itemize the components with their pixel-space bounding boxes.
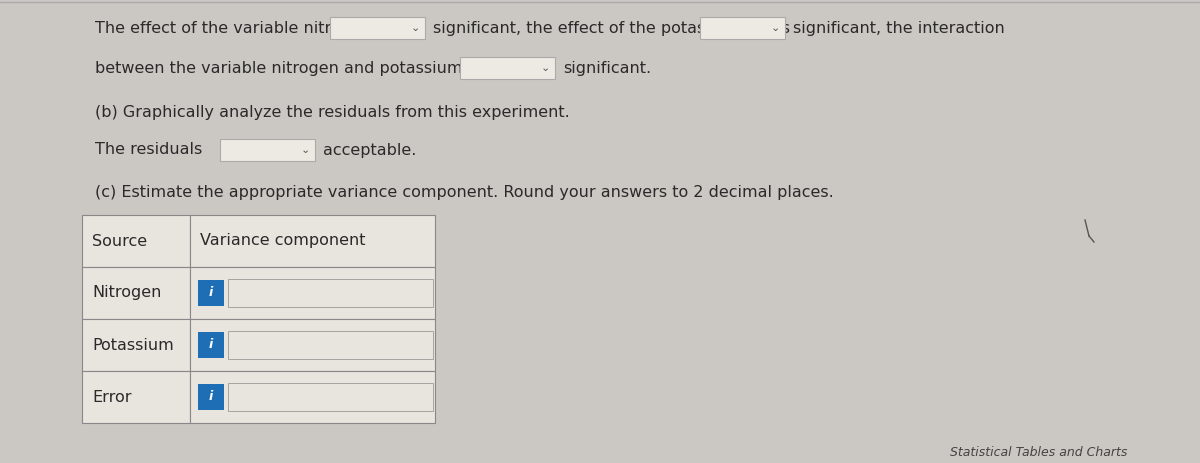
Bar <box>198 280 224 306</box>
Text: Nitrogen: Nitrogen <box>92 286 161 300</box>
Bar <box>220 139 314 161</box>
Text: acceptable.: acceptable. <box>323 143 416 157</box>
Text: significant, the interaction: significant, the interaction <box>793 20 1004 36</box>
Bar <box>330 17 425 39</box>
Text: Potassium: Potassium <box>92 338 174 352</box>
Text: i: i <box>209 390 214 403</box>
Bar <box>82 267 190 319</box>
Bar <box>700 17 785 39</box>
Bar <box>190 267 436 319</box>
Text: The residuals: The residuals <box>95 143 203 157</box>
Bar <box>198 332 224 358</box>
Bar <box>190 371 436 423</box>
Bar <box>82 215 190 267</box>
Text: Variance component: Variance component <box>200 233 366 249</box>
Text: ⌄: ⌄ <box>540 63 550 73</box>
Text: (c) Estimate the appropriate variance component. Round your answers to 2 decimal: (c) Estimate the appropriate variance co… <box>95 184 834 200</box>
Bar <box>228 279 433 307</box>
Text: Source: Source <box>92 233 148 249</box>
Bar <box>82 371 190 423</box>
Text: significant, the effect of the potassium rates: significant, the effect of the potassium… <box>433 20 790 36</box>
Text: i: i <box>209 287 214 300</box>
Text: between the variable nitrogen and potassium rates: between the variable nitrogen and potass… <box>95 61 509 75</box>
Bar <box>228 331 433 359</box>
Bar <box>460 57 554 79</box>
Text: The effect of the variable nitrogen: The effect of the variable nitrogen <box>95 20 371 36</box>
Text: ⌄: ⌄ <box>410 23 420 33</box>
Bar <box>190 215 436 267</box>
Text: (b) Graphically analyze the residuals from this experiment.: (b) Graphically analyze the residuals fr… <box>95 106 570 120</box>
Text: significant.: significant. <box>563 61 652 75</box>
Text: ⌄: ⌄ <box>770 23 780 33</box>
Bar <box>190 319 436 371</box>
Text: ⌄: ⌄ <box>300 145 310 155</box>
Text: Error: Error <box>92 389 132 405</box>
Bar <box>198 384 224 410</box>
Bar <box>82 319 190 371</box>
Text: i: i <box>209 338 214 351</box>
Bar <box>228 383 433 411</box>
Text: Statistical Tables and Charts: Statistical Tables and Charts <box>950 445 1127 458</box>
